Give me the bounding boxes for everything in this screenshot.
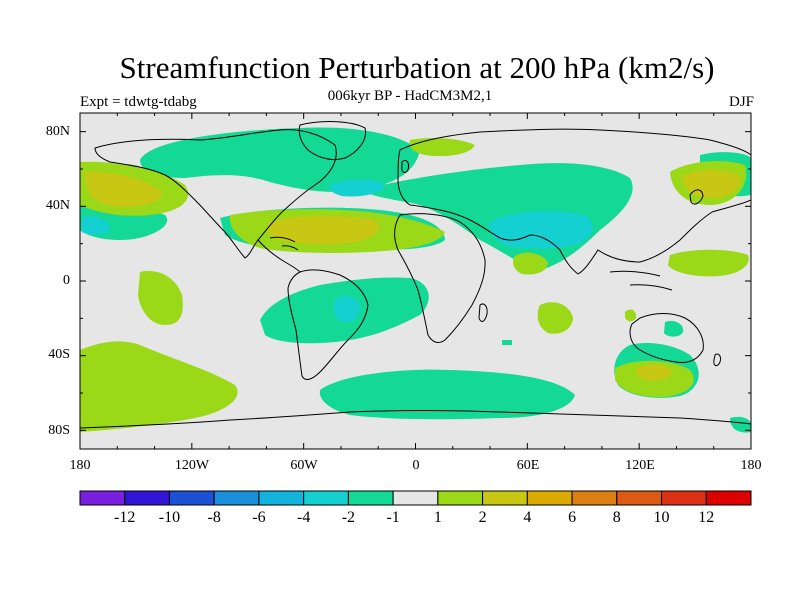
- colorbar-swatch: [258, 490, 305, 506]
- colorbar-tick-label: -6: [252, 509, 266, 526]
- contour-atlantic-core: [267, 215, 379, 245]
- colorbar-swatch: [213, 490, 260, 506]
- contour-madagascar-spot: [625, 309, 637, 322]
- colorbar-swatch: [303, 490, 349, 506]
- lon-label-180e: 180: [740, 458, 762, 473]
- colorbar-swatch: [482, 490, 528, 506]
- colorbar-tick-label: 8: [612, 509, 621, 526]
- colorbar-swatch: [168, 490, 215, 506]
- map-plot-area: [80, 113, 751, 449]
- contour-tropical-pacific: [138, 270, 183, 325]
- coast-central-america: [257, 239, 301, 273]
- lat-label-40n: 40N: [45, 198, 70, 213]
- season-label: DJF: [728, 94, 754, 110]
- lon-label-60e: 60E: [516, 458, 540, 473]
- colorbar-tick-label: -10: [158, 509, 181, 526]
- lat-label-80s: 80S: [48, 423, 70, 438]
- lon-label-0: 0: [412, 458, 420, 473]
- contour-india: [513, 252, 548, 275]
- contour-north-pacific-core: [82, 216, 111, 235]
- contour-indian-ocean-spot: [664, 320, 684, 337]
- coast-south-america: [287, 269, 369, 380]
- lon-label-120e: 120E: [625, 458, 655, 473]
- colorbar-swatch: [705, 490, 752, 506]
- contour-southern-ocean: [319, 369, 575, 420]
- lat-label-40s: 40S: [48, 347, 70, 362]
- colorbar-tick-label: -2: [341, 509, 356, 526]
- coast-europe-asia: [397, 128, 751, 275]
- colorbar: [79, 490, 752, 506]
- contour-pacific-core: [85, 171, 162, 207]
- coast-madagascar: [478, 303, 488, 322]
- coast-uk: [401, 159, 409, 174]
- contour-australia-core: [636, 364, 672, 381]
- colorbar-tick-label: 4: [523, 509, 532, 526]
- contour-small-spot: [502, 340, 512, 345]
- figure-subtitle: 006kyr BP - HadCM3M2,1: [327, 88, 493, 104]
- axis-ticks: [79, 113, 752, 449]
- contour-southwest-pacific: [730, 416, 751, 433]
- colorbar-tick-label: 1: [433, 509, 442, 526]
- coast-africa: [394, 213, 486, 343]
- coast-greenland: [298, 121, 367, 161]
- coast-antarctica: [80, 410, 751, 429]
- lon-label-60w: 60W: [290, 458, 318, 473]
- contour-south-indian: [537, 302, 573, 334]
- contour-asia-core: [489, 210, 593, 249]
- colorbar-tick-label: -4: [296, 509, 311, 526]
- colorbar-swatch: [437, 490, 484, 506]
- lon-label-120w: 120W: [174, 458, 210, 473]
- continent-outlines: [80, 121, 751, 429]
- coast-indonesia: [609, 270, 673, 291]
- colorbar-swatch: [661, 490, 707, 506]
- colorbar-swatch: [526, 490, 573, 506]
- contour-fill-positive-2: [85, 170, 741, 381]
- contour-east-asia-core: [682, 170, 741, 198]
- colorbar-tick-label: 12: [698, 509, 715, 526]
- colorbar-swatch: [616, 490, 663, 506]
- contour-south-atlantic-core: [333, 295, 360, 323]
- colorbar-tick-label: 6: [568, 509, 577, 526]
- lon-label-180w: 180: [69, 458, 91, 473]
- colorbar-swatch: [571, 490, 618, 506]
- figure-title: Streamfunction Perturbation at 200 hPa (…: [119, 50, 715, 85]
- lat-label-80n: 80N: [45, 124, 70, 139]
- coast-japan: [689, 189, 704, 205]
- lat-label-0: 0: [63, 273, 70, 288]
- contour-western-pacific: [668, 249, 749, 277]
- coast-north-america: [94, 129, 337, 259]
- experiment-label: Expt = tdwtg-tdabg: [80, 94, 197, 110]
- colorbar-tick-label: -12: [114, 509, 136, 526]
- colorbar-swatch: [392, 490, 439, 506]
- contour-north-atlantic-arctic: [140, 127, 420, 193]
- colorbar-tick-label: 2: [478, 509, 487, 526]
- coast-caribbean: [269, 236, 299, 251]
- contour-siberia-core: [329, 179, 385, 197]
- colorbar-tick-label: 10: [653, 509, 670, 526]
- coast-new-zealand: [713, 353, 721, 367]
- colorbar-tick-label: -1: [386, 509, 400, 526]
- colorbar-swatch: [79, 490, 126, 506]
- colorbar-swatch: [124, 490, 170, 506]
- colorbar-swatch: [347, 490, 394, 506]
- contour-mediterranean: [409, 137, 475, 157]
- contour-south-pacific-band: [80, 341, 238, 432]
- coast-australia: [629, 313, 704, 363]
- colorbar-tick-label: -8: [207, 509, 221, 526]
